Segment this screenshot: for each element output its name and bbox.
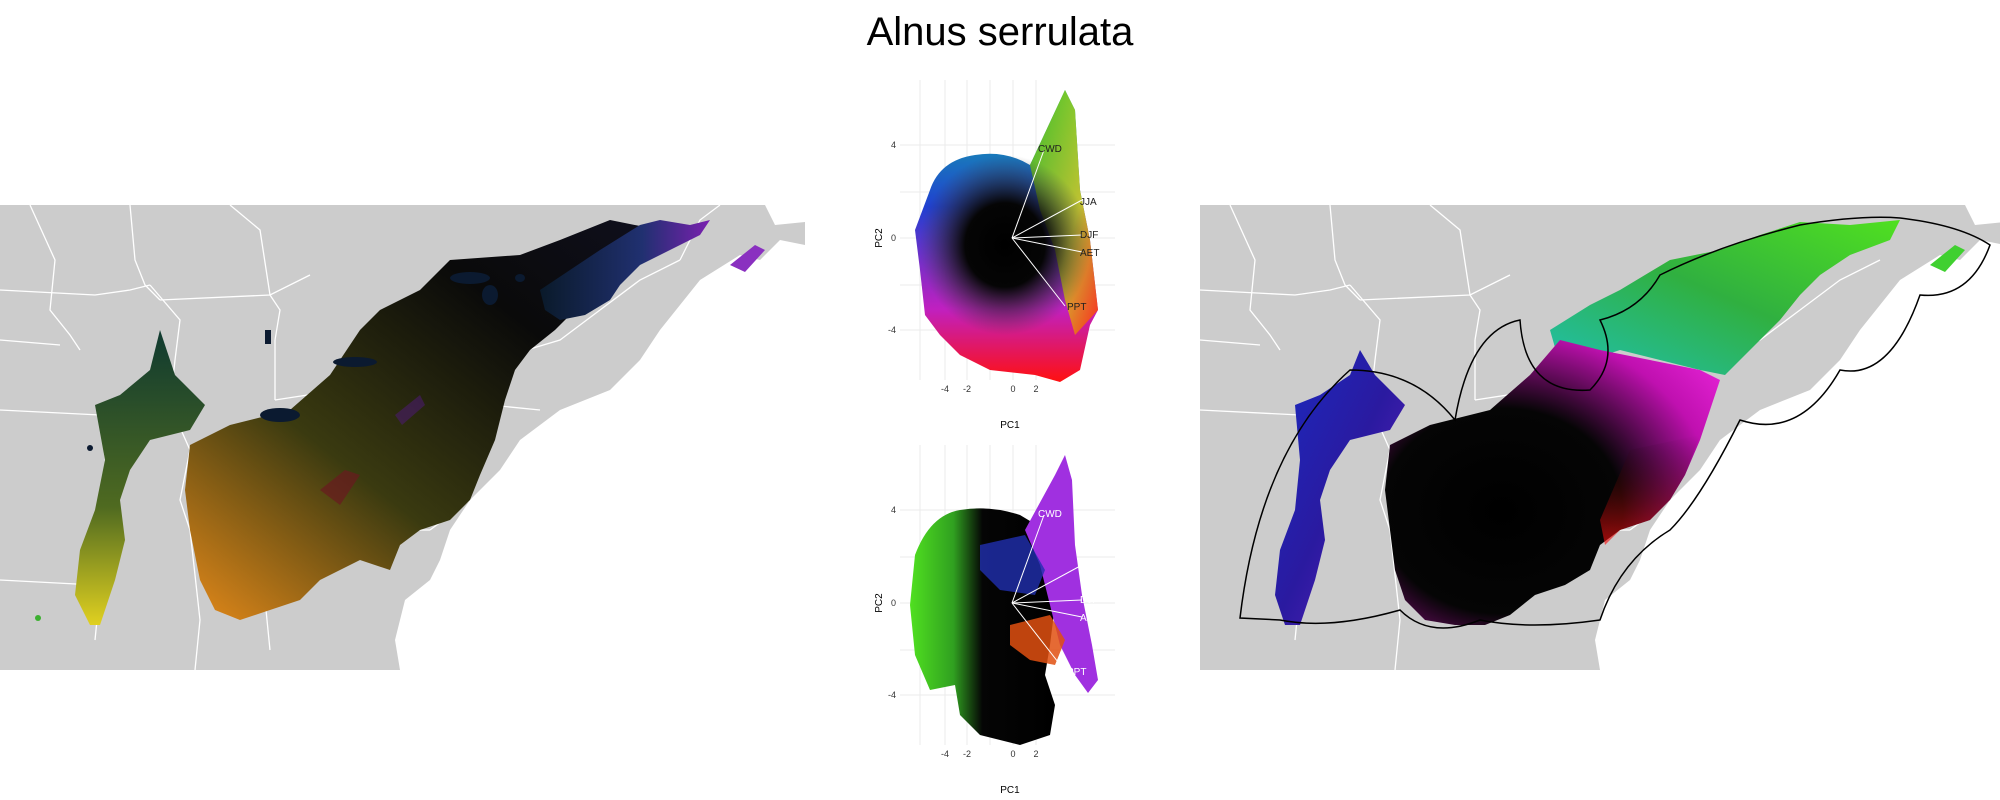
pca-x-ticks: -4 -2 0 2 xyxy=(941,749,1039,759)
convex-hull-outline xyxy=(1239,216,1991,629)
range-west xyxy=(75,330,205,625)
pca-x-label: PC1 xyxy=(1000,420,1020,431)
pca-y-label: PC2 xyxy=(874,228,885,248)
range-nova-scotia xyxy=(730,245,765,272)
pca-plot-bottom: CWD JJA DJF AET PPT 4 0 -4 -4 -2 0 2 PC1… xyxy=(874,445,1115,796)
range-nova-scotia xyxy=(1930,245,1965,272)
range-main xyxy=(185,220,700,620)
pca-x-ticks: -4 -2 0 2 xyxy=(941,384,1039,394)
pca-plot-top: CWD JJA DJF AET PPT 4 0 -4 -4 -2 0 2 PC1… xyxy=(874,80,1115,431)
y-tick-0: 0 xyxy=(891,598,896,608)
range-appalachian-highlight xyxy=(320,470,360,505)
pca-points-orange-red xyxy=(1010,615,1065,665)
loading-label-cwd: CWD xyxy=(1038,509,1062,520)
loading-label-cwd: CWD xyxy=(1038,144,1062,155)
pca-loading-arrows xyxy=(1011,514,1083,672)
pca-loading-arrows xyxy=(1011,149,1083,307)
pca-y-label: PC2 xyxy=(874,593,885,613)
x-tick-neg4: -4 xyxy=(941,749,949,759)
right-range-map xyxy=(1200,204,2000,670)
range-northeast xyxy=(540,220,710,320)
loading-label-aet: AET xyxy=(1080,613,1099,624)
x-tick-neg2: -2 xyxy=(963,384,971,394)
loading-label-djf: DJF xyxy=(1080,230,1098,241)
x-tick-neg2: -2 xyxy=(963,749,971,759)
range-patches xyxy=(35,272,525,621)
pca-hull-center xyxy=(910,155,1100,355)
pca-x-label: PC1 xyxy=(1000,785,1020,796)
left-range-map xyxy=(0,204,805,670)
x-tick-0: 0 xyxy=(1010,384,1015,394)
x-tick-0: 0 xyxy=(1010,749,1015,759)
x-tick-2: 2 xyxy=(1033,384,1038,394)
loading-label-ppt: PPT xyxy=(1067,302,1086,313)
range-appalachian-highlight-2 xyxy=(395,395,425,425)
pca-y-ticks: 4 0 -4 xyxy=(888,140,896,335)
loading-label-ppt: PPT xyxy=(1067,667,1086,678)
pca-loading-labels: CWD JJA DJF AET PPT xyxy=(1038,509,1099,678)
pca-points-blue xyxy=(980,535,1045,595)
x-tick-neg4: -4 xyxy=(941,384,949,394)
loading-label-aet: AET xyxy=(1080,248,1099,259)
y-tick-neg4: -4 xyxy=(888,690,896,700)
range-northeast xyxy=(1550,220,1900,375)
figure-title: Alnus serrulata xyxy=(866,10,1134,54)
pca-y-ticks: 4 0 -4 xyxy=(888,505,896,700)
y-tick-4: 4 xyxy=(891,505,896,515)
range-main xyxy=(1385,340,1720,625)
range-red-coast xyxy=(1600,435,1700,545)
pca-loading-labels: CWD JJA DJF AET PPT xyxy=(1038,144,1099,313)
loading-label-jja: JJA xyxy=(1080,197,1097,208)
loading-label-djf: DJF xyxy=(1080,595,1098,606)
pca-points-purple xyxy=(1025,455,1098,693)
y-tick-neg4: -4 xyxy=(888,325,896,335)
x-tick-2: 2 xyxy=(1033,749,1038,759)
y-tick-0: 0 xyxy=(891,233,896,243)
loading-label-jja: JJA xyxy=(1080,562,1097,573)
y-tick-4: 4 xyxy=(891,140,896,150)
